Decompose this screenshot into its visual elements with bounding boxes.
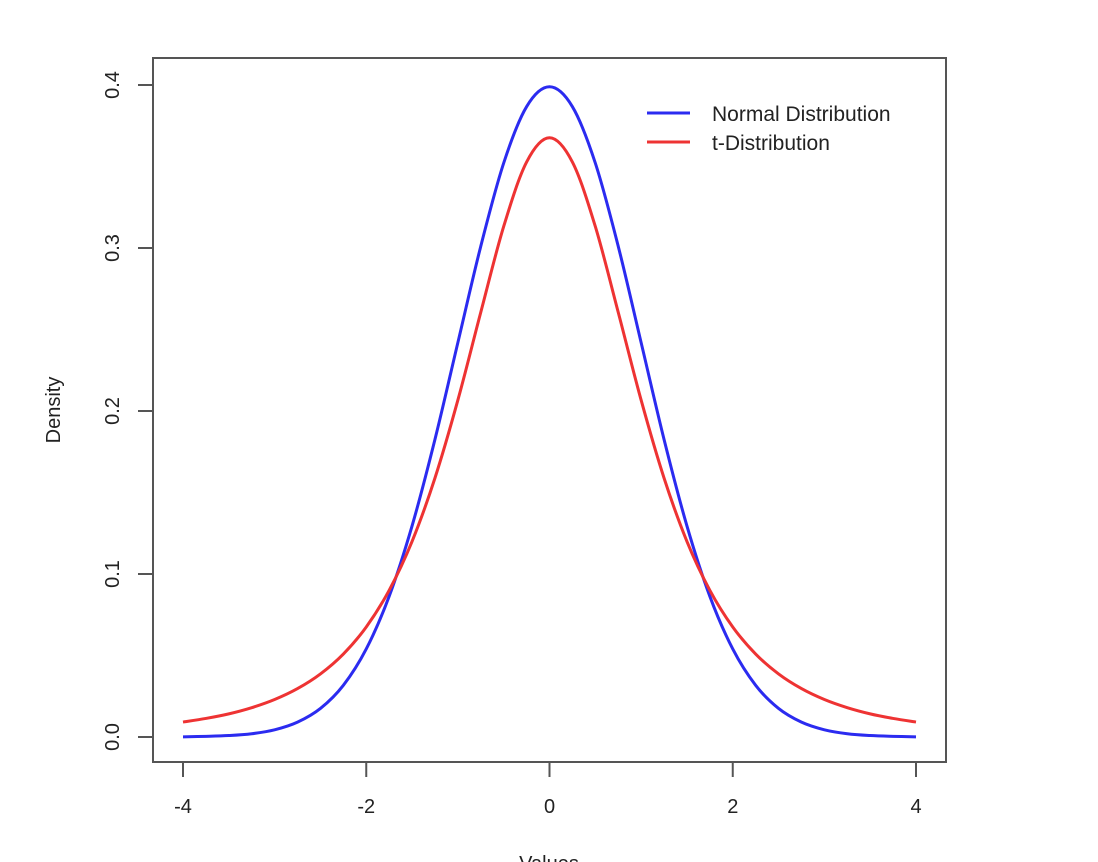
y-axis-title: Density xyxy=(43,377,65,444)
series-line-normal xyxy=(182,85,917,739)
x-tick-label: 0 xyxy=(544,796,555,818)
x-tick-label: -4 xyxy=(174,796,192,818)
y-tick-label: 0.4 xyxy=(102,71,124,99)
y-axis: 0.0 0.1 0.2 0.3 0.4 xyxy=(102,71,154,751)
y-tick-label: 0.3 xyxy=(102,234,124,262)
x-tick-label: 2 xyxy=(727,796,738,818)
y-tick-label: 0.0 xyxy=(102,723,124,751)
series-lines xyxy=(182,85,917,739)
series-line-t xyxy=(182,136,917,724)
x-tick-label: 4 xyxy=(910,796,921,818)
x-axis-title: Values xyxy=(519,853,579,862)
legend-label: t-Distribution xyxy=(712,132,830,155)
y-tick-label: 0.1 xyxy=(102,560,124,588)
legend: Normal Distribution t-Distribution xyxy=(647,103,891,155)
plot-frame xyxy=(152,57,947,763)
y-tick-label: 0.2 xyxy=(102,397,124,425)
x-axis: -4 -2 0 2 4 xyxy=(174,761,922,818)
x-tick-label: -2 xyxy=(357,796,375,818)
legend-label: Normal Distribution xyxy=(712,103,891,126)
